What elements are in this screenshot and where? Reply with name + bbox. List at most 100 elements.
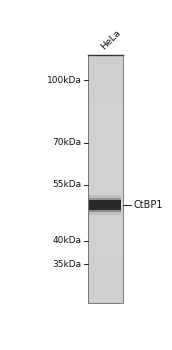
Bar xyxy=(88,186,123,187)
Bar xyxy=(88,265,123,266)
Bar xyxy=(88,69,123,70)
Bar xyxy=(88,180,123,182)
Bar xyxy=(88,223,123,224)
Bar xyxy=(88,218,123,219)
Bar xyxy=(88,61,123,63)
Bar xyxy=(88,253,123,255)
Bar xyxy=(88,157,123,158)
Bar xyxy=(88,85,123,86)
Bar xyxy=(88,298,123,300)
Bar xyxy=(88,247,123,249)
Bar xyxy=(88,277,123,279)
Bar xyxy=(88,74,123,75)
Bar xyxy=(88,125,123,126)
Bar xyxy=(88,112,123,114)
Bar xyxy=(88,148,123,150)
Bar xyxy=(88,102,123,104)
Bar xyxy=(88,283,123,285)
Bar xyxy=(88,101,123,103)
Bar xyxy=(88,250,123,251)
Bar xyxy=(88,88,123,89)
Bar xyxy=(88,146,123,147)
Bar xyxy=(88,203,123,204)
Bar xyxy=(88,232,123,234)
Bar xyxy=(88,276,123,278)
Bar xyxy=(88,199,123,201)
Bar xyxy=(88,94,123,95)
Bar xyxy=(88,83,123,84)
Bar xyxy=(88,156,123,157)
Bar xyxy=(88,170,123,172)
Bar xyxy=(88,191,123,193)
Bar xyxy=(88,280,123,281)
Bar xyxy=(88,75,123,77)
Bar xyxy=(88,221,123,223)
Bar xyxy=(88,261,123,262)
Bar xyxy=(88,96,123,98)
Bar xyxy=(88,288,123,290)
Bar xyxy=(88,205,123,207)
Bar xyxy=(88,147,123,148)
Bar xyxy=(88,291,123,292)
Bar xyxy=(88,210,123,212)
Bar xyxy=(88,91,123,93)
Bar xyxy=(88,72,123,74)
Bar xyxy=(88,286,123,287)
Bar xyxy=(88,281,123,282)
Bar xyxy=(88,130,123,131)
Bar xyxy=(88,136,123,137)
Bar xyxy=(88,256,123,258)
Bar xyxy=(88,244,123,245)
Bar xyxy=(88,209,123,210)
Bar xyxy=(88,172,123,173)
Bar xyxy=(88,66,123,68)
Bar xyxy=(88,177,123,178)
Bar xyxy=(88,229,123,230)
Bar xyxy=(88,266,123,267)
Bar xyxy=(88,189,123,191)
Text: 100kDa: 100kDa xyxy=(47,76,82,84)
Bar xyxy=(88,68,123,69)
Bar xyxy=(88,293,123,295)
Bar xyxy=(88,234,123,235)
Bar xyxy=(88,118,123,120)
Bar xyxy=(88,166,123,167)
Bar xyxy=(88,243,123,244)
Bar xyxy=(88,107,123,109)
Bar xyxy=(88,115,123,116)
Bar xyxy=(88,273,123,275)
Bar xyxy=(88,287,123,288)
Bar xyxy=(88,193,123,194)
Bar xyxy=(88,97,123,99)
Bar xyxy=(88,257,123,259)
Bar xyxy=(88,126,123,127)
Bar xyxy=(88,84,123,85)
Bar xyxy=(88,141,123,142)
Bar xyxy=(88,248,123,250)
Bar xyxy=(88,59,123,61)
Bar xyxy=(88,161,123,162)
Bar xyxy=(88,239,123,240)
Bar xyxy=(88,162,123,163)
Bar xyxy=(88,245,123,246)
Bar xyxy=(88,163,123,164)
Bar xyxy=(88,100,123,101)
Bar xyxy=(88,70,123,72)
Bar xyxy=(88,300,123,301)
Bar xyxy=(88,64,123,65)
Bar xyxy=(88,225,123,226)
Bar xyxy=(88,230,123,231)
Bar xyxy=(88,294,123,296)
Bar xyxy=(88,184,123,186)
Bar xyxy=(88,285,123,286)
Text: CtBP1: CtBP1 xyxy=(133,200,163,210)
Bar xyxy=(88,120,123,121)
Bar xyxy=(88,63,123,64)
Bar xyxy=(88,132,123,134)
Bar xyxy=(88,220,123,222)
Bar xyxy=(88,173,123,175)
Bar xyxy=(88,127,123,128)
Bar xyxy=(88,175,123,177)
Bar xyxy=(88,297,123,299)
Bar xyxy=(88,252,123,254)
